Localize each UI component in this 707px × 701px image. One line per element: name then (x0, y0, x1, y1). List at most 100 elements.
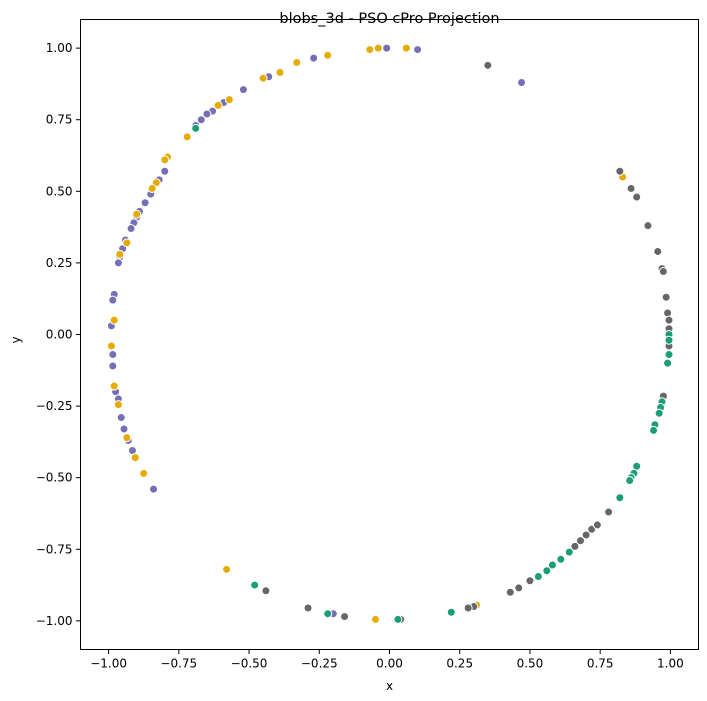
y-axis-label: y (9, 336, 23, 343)
y-tick-label: −0.50 (36, 471, 73, 485)
scatter-point-series-3 (303, 603, 313, 613)
x-tick-label: 0.00 (376, 657, 403, 671)
scatter-point-series-4 (547, 560, 557, 570)
scatter-point-series-2 (106, 341, 116, 351)
x-axis-label: x (386, 679, 393, 693)
scatter-point-series-1 (108, 350, 118, 360)
scatter-point-series-1 (160, 166, 170, 176)
scatter-point-series-3 (483, 60, 493, 70)
scatter-point-series-3 (643, 221, 653, 231)
scatter-point-series-3 (615, 166, 625, 176)
scatter-point-series-3 (505, 587, 515, 597)
scatter-point-series-1 (309, 53, 319, 63)
scatter-point-series-2 (224, 95, 234, 105)
y-tick-label: 0.25 (46, 256, 73, 270)
scatter-point-series-1 (149, 484, 159, 494)
y-tick-label: −0.75 (36, 542, 73, 556)
scatter-point-series-3 (570, 541, 580, 551)
y-axis: −1.00 −0.75 −0.50 −0.25 0.00 0.25 0.50 0.75 1.00 (36, 41, 81, 628)
scatter-point-series-4 (393, 614, 403, 624)
scatter-point-series-3 (261, 586, 271, 596)
scatter-point-series-3 (653, 246, 663, 256)
scatter-point-series-4 (533, 571, 543, 581)
scatter-point-series-2 (182, 132, 192, 142)
scatter-point-series-4 (556, 554, 566, 564)
x-tick-label: 1.00 (657, 657, 684, 671)
scatter-point-series-2 (132, 209, 142, 219)
x-tick-label: 0.50 (517, 657, 544, 671)
scatter-point-series-2 (122, 433, 132, 443)
scatter-point-series-3 (514, 583, 524, 593)
x-tick-label: −0.50 (231, 657, 268, 671)
scatter-point-series-1 (119, 424, 129, 434)
scatter-point-series-1 (113, 258, 123, 268)
scatter-point-series-2 (213, 100, 223, 110)
scatter-point-series-2 (323, 50, 333, 60)
y-tick-label: 0.75 (46, 113, 73, 127)
scatter-point-series-1 (202, 109, 212, 119)
scatter-point-series-4 (615, 493, 625, 503)
y-tick-label: 1.00 (46, 41, 73, 55)
y-tick-label: 0.00 (46, 328, 73, 342)
scatter-point-series-1 (238, 85, 248, 95)
scatter-point-series-4 (663, 358, 673, 368)
scatter-point-series-1 (140, 198, 150, 208)
scatter-point-series-2 (292, 57, 302, 67)
scatter-point-series-1 (196, 115, 206, 125)
scatter-point-series-2 (130, 453, 140, 463)
x-tick-label: −0.75 (160, 657, 197, 671)
scatter-point-series-4 (542, 566, 552, 576)
scatter-point-series-2 (365, 45, 375, 55)
scatter-point-series-3 (664, 315, 674, 325)
scatter-point-series-2 (109, 381, 119, 391)
scatter-point-series-4 (250, 580, 260, 590)
scatter-point-series-2 (115, 249, 125, 259)
x-axis: −1.00 −0.75 −0.50 −0.25 0.00 0.25 0.50 0.75 1.00 (90, 649, 684, 671)
scatter-point-series-3 (658, 267, 668, 276)
scatter-point-series-2 (122, 238, 132, 248)
scatter-point-series-3 (576, 536, 586, 546)
scatter-point-series-3 (592, 520, 602, 530)
scatter-point-series-1 (116, 413, 126, 423)
scatter-point-series-1 (382, 43, 392, 53)
scatter-point-series-2 (401, 43, 411, 53)
y-tick-label: −0.25 (36, 399, 73, 413)
scatter-point-series-4 (664, 335, 674, 345)
scatter-point-series-4 (625, 476, 635, 486)
scatter-point-series-4 (664, 350, 674, 360)
scatter-point-series-2 (147, 183, 157, 193)
scatter-point-series-3 (463, 603, 473, 613)
scatter-point-series-2 (113, 400, 123, 410)
scatter-point-series-1 (108, 295, 118, 305)
scatter-point-series-1 (413, 45, 423, 55)
scatter-point-series-4 (191, 123, 201, 133)
scatter-point-series-2 (373, 43, 383, 53)
scatter-point-series-4 (446, 607, 456, 617)
plot-frame (80, 19, 699, 650)
scatter-point-series-3 (340, 612, 350, 622)
x-tick-label: 0.25 (446, 657, 473, 671)
scatter-point-series-2 (139, 468, 149, 478)
scatter-point-series-3 (661, 292, 671, 302)
scatter-point-series-1 (517, 78, 527, 87)
x-tick-label: −1.00 (90, 657, 127, 671)
scatter-point-series-2 (370, 614, 380, 624)
scatter-point-series-3 (663, 308, 673, 318)
scatter-point-series-4 (564, 547, 574, 557)
y-tick-label: −1.00 (36, 614, 73, 628)
scatter-point-series-3 (525, 576, 535, 586)
scatter-point-series-2 (222, 564, 232, 574)
scatter-point-series-2 (109, 315, 119, 325)
scatter-point-series-3 (626, 183, 636, 193)
scatter-point-series-3 (581, 530, 591, 540)
scatter-point-series-1 (108, 361, 118, 371)
scatter-point-series-2 (275, 67, 285, 77)
scatter-point-series-3 (604, 507, 614, 517)
scatter-point-series-4 (649, 425, 659, 435)
x-tick-label: 0.75 (587, 657, 614, 671)
points-layer (106, 43, 674, 624)
scatter-point-series-2 (160, 155, 170, 165)
scatter-point-series-1 (126, 224, 136, 234)
scatter-point-series-4 (654, 408, 664, 418)
